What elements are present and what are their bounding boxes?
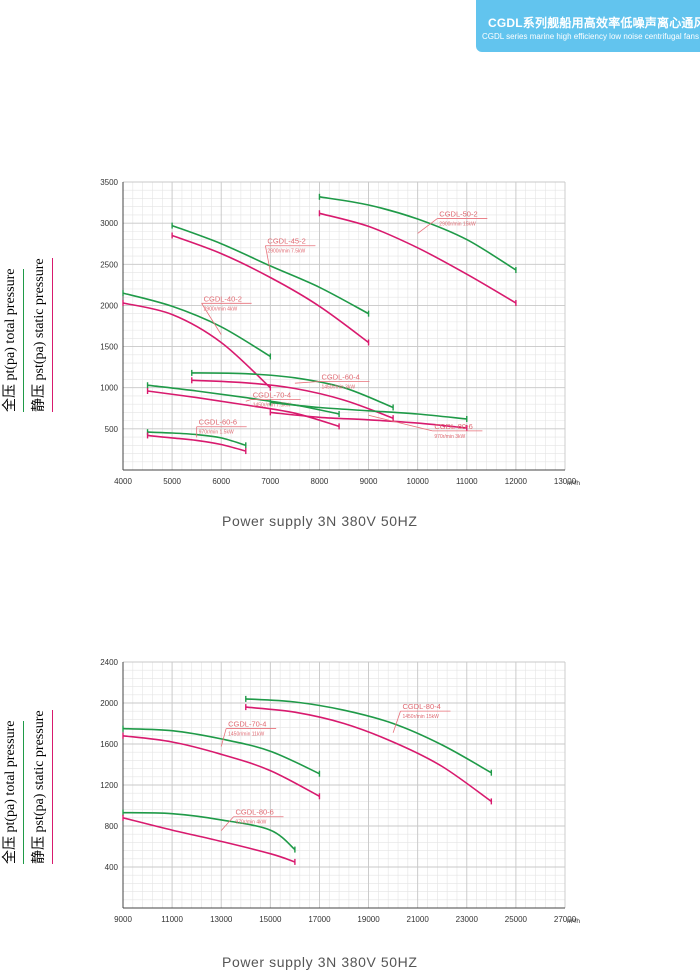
total-pressure-curve [171,224,369,315]
total-pressure-curve [122,727,320,775]
model-name-label: CGDL-80-4 [402,702,440,711]
header-title-en: CGDL series marine high efficiency low n… [482,32,699,41]
x-tick-label: 23000 [456,915,479,924]
x-tick-label: 19000 [357,915,380,924]
static-pressure-curve [147,434,247,452]
model-name-label: CGDL-40-2 [204,294,242,303]
x-tick-label: 7000 [261,477,279,486]
x-tick-label: 4000 [114,477,132,486]
model-spec-label: 1450r/min 11kW [228,732,264,738]
model-leader-line [265,245,271,272]
total-pressure-curve [191,372,394,409]
model-leader-line [220,816,234,831]
y-tick-label: 2500 [100,260,118,269]
model-spec-label: 970r/min 1.5kW [199,430,234,436]
model-spec-label: 970r/min 4kW [236,820,267,826]
model-spec-label: 1450r/min 7.5kW [253,403,291,409]
static-pressure-curve [270,411,467,429]
x-tick-label: 11000 [456,477,478,486]
x-tick-label: 12000 [505,477,528,486]
x-tick-label: 21000 [407,915,430,924]
total-pressure-curve [319,196,517,271]
model-spec-label: 2900r/min 15kW [439,222,476,228]
y-tick-label: 2000 [100,301,118,310]
x-tick-label: 17000 [308,915,331,924]
total-pressure-curve [245,698,492,774]
header-title-cn: CGDL系列舰船用高效率低噪声离心通风机 [488,16,700,30]
static-pressure-curve [122,817,296,863]
y-tick-label: 3000 [100,219,118,228]
header-banner: CGDL系列舰船用高效率低噪声离心通风机 CGDL series marine … [476,0,700,52]
static-pressure-curve [245,706,492,803]
model-name-label: CGDL-70-4 [253,391,291,400]
x-tick-label: 6000 [212,477,230,486]
static-pressure-curve [191,379,394,419]
total-pressure-curve [270,401,467,420]
model-leader-line [392,711,401,733]
y-tick-label: 1200 [100,781,118,790]
model-name-label: CGDL-80-6 [236,808,274,817]
x-tick-label: 27000 [554,915,577,924]
x-tick-label: 9000 [360,477,378,486]
model-name-label: CGDL-70-4 [228,720,266,729]
chart1-fan-curves: 4000 5000 6000 7000 8000 9000 10000 11000 12000 1… [100,178,580,487]
total-pressure-curve [122,292,271,358]
model-spec-label: 2900r/min 4kW [204,306,238,312]
model-spec-label: 1450r/min 3kW [321,384,355,390]
model-spec-label: 1450r/min 15kW [402,714,439,720]
y-tick-label: 800 [105,822,119,831]
x-unit-label: m³/h [567,918,580,925]
static-pressure-curve [171,234,370,344]
model-spec-label: 970r/min 3kW [434,434,465,440]
model-name-label: CGDL-45-2 [267,237,305,246]
model-leader-line [201,303,222,335]
x-tick-label: 13000 [554,477,577,486]
y-tick-label: 1600 [100,740,118,749]
y-tick-label: 500 [105,425,119,434]
y-tick-label: 2000 [100,699,118,708]
x-tick-label: 15000 [259,915,282,924]
x-tick-label: 10000 [407,477,430,486]
x-tick-label: 9000 [114,915,132,924]
model-name-label: CGDL-60-4 [321,372,359,381]
y-tick-label: 400 [105,863,119,872]
total-pressure-curve [122,811,296,851]
model-name-label: CGDL-60-6 [199,418,237,427]
model-leader-line [294,381,320,384]
x-tick-label: 11000 [161,915,183,924]
y-tick-label: 2400 [100,658,118,667]
static-pressure-curve [319,212,517,304]
total-pressure-curve [147,384,340,415]
x-tick-label: 25000 [505,915,528,924]
model-name-label: CGDL-80-6 [434,422,472,431]
model-leader-line [220,728,227,747]
x-tick-label: 5000 [163,477,181,486]
static-pressure-curve [122,302,271,389]
y-tick-label: 3500 [100,178,118,187]
static-pressure-curve [122,735,320,798]
chart2-power-supply: Power supply 3N 380V 50HZ [222,954,418,970]
chart1-power-supply: Power supply 3N 380V 50HZ [222,513,418,529]
x-tick-label: 13000 [210,915,233,924]
x-tick-label: 8000 [311,477,329,486]
model-leader-line [417,218,438,234]
y-tick-label: 1000 [100,384,118,393]
model-leader-line [245,399,251,402]
model-spec-label: 2900r/min 7.5kW [267,249,305,255]
y-tick-label: 1500 [100,343,118,352]
model-leader-line [368,414,433,432]
model-name-label: CGDL-50-2 [439,210,477,219]
x-unit-label: m³/h [567,480,580,487]
